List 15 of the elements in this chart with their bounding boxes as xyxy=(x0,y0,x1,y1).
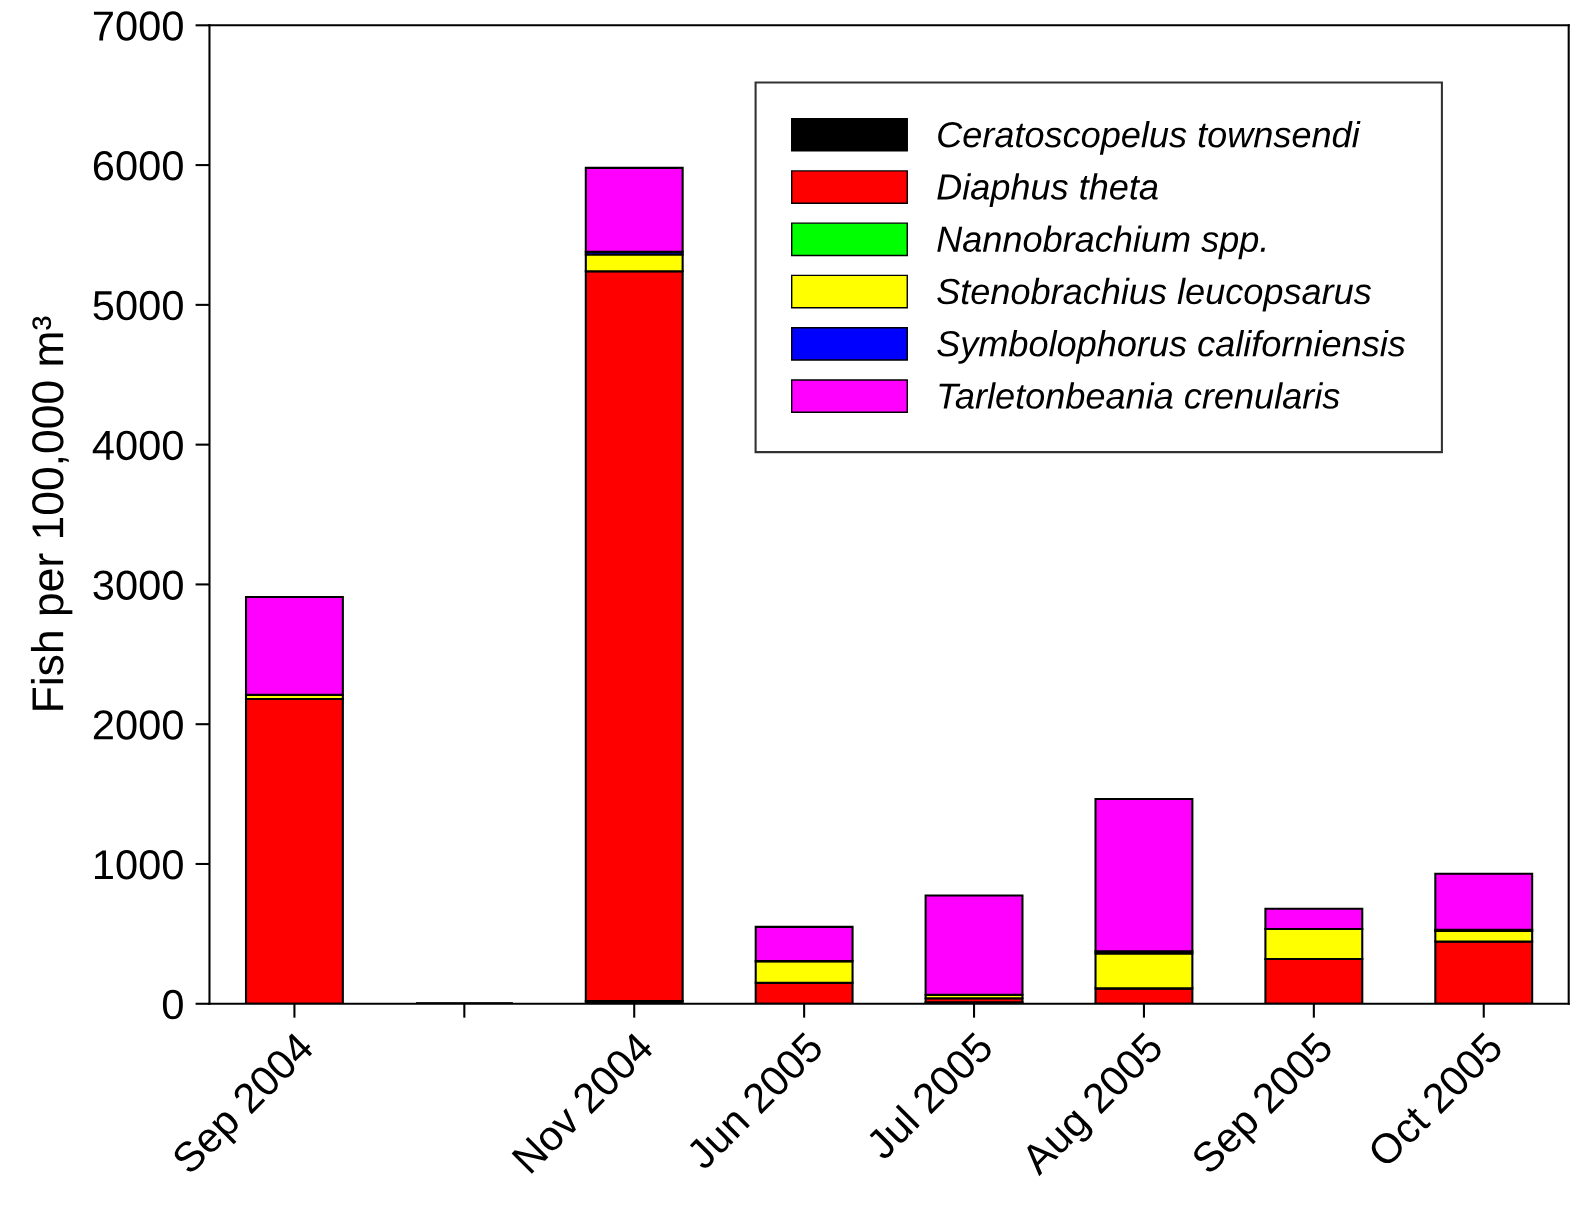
y-tick-label: 3000 xyxy=(93,570,183,600)
legend-label: Symbolophorus californiensis xyxy=(937,330,1406,364)
legend-label: Diaphus theta xyxy=(937,173,1158,207)
y-tick-label: 7000 xyxy=(93,11,183,41)
legend-label: Ceratoscopelus townsendi xyxy=(938,120,1361,155)
y-tick-label: 6000 xyxy=(93,151,183,181)
y-tick-label: 0 xyxy=(162,989,183,1020)
legend-label: Tarletonbeania crenularis xyxy=(939,382,1340,409)
y-tick-label: 1000 xyxy=(94,849,183,880)
y-tick-label: 2000 xyxy=(93,710,183,740)
y-axis-title: Fish per 100,000 m³ xyxy=(30,316,73,710)
legend-label: Nannobrachium spp. xyxy=(937,225,1265,260)
legend-label: Stenobrachius leucopsarus xyxy=(937,277,1372,312)
y-tick-label: 5000 xyxy=(93,290,183,321)
y-tick-label: 4000 xyxy=(92,430,183,461)
